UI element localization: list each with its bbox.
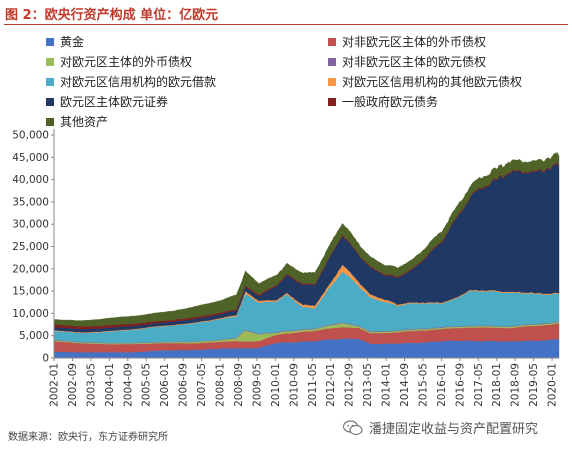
legend-swatch <box>328 57 336 66</box>
legend-swatch <box>328 37 336 46</box>
legend-item: 其他资产 <box>46 113 108 130</box>
legend-item: 对非欧元区主体的外币债权 <box>328 33 486 50</box>
legend-label: 对欧元区信用机构的欧元借款 <box>60 75 217 89</box>
x-tick-label: 2007-05 <box>196 363 208 407</box>
area-series <box>53 152 560 327</box>
legend-swatch <box>46 37 54 46</box>
x-tick-label: 2012-01 <box>325 363 337 407</box>
y-tick-label: 0 <box>42 353 49 365</box>
legend-swatch <box>46 117 54 126</box>
x-tick-label: 2006-01 <box>159 363 171 407</box>
legend-label: 对非欧元区主体的欧元债权 <box>342 55 487 69</box>
legend-swatch <box>328 77 336 86</box>
legend-item: 对欧元区主体的外币债权 <box>46 53 192 70</box>
legend-label: 一般政府欧元债务 <box>342 95 439 109</box>
x-tick-label: 2014-01 <box>381 363 393 407</box>
x-tick-label: 2016-01 <box>436 363 448 407</box>
legend-label: 对欧元区信用机构的其他欧元债权 <box>342 75 523 89</box>
legend-swatch <box>328 97 336 106</box>
legend-item: 对欧元区信用机构的其他欧元债权 <box>328 73 522 90</box>
y-tick-label: 25,000 <box>12 241 49 253</box>
x-tick-label: 2012-09 <box>344 363 356 407</box>
x-tick-label: 2017-05 <box>473 363 485 407</box>
legend-swatch <box>46 77 54 86</box>
legend-label: 其他资产 <box>60 115 109 129</box>
legend-swatch <box>46 57 54 66</box>
y-tick-label: 5,000 <box>19 330 49 342</box>
legend-label: 黄金 <box>60 35 85 49</box>
y-tick-label: 40,000 <box>12 174 49 186</box>
area-layers <box>53 152 560 359</box>
wechat-icon <box>342 419 363 436</box>
x-tick-label: 2008-01 <box>215 363 227 407</box>
y-tick-label: 15,000 <box>12 286 49 298</box>
x-tick-label: 2002-01 <box>49 363 61 407</box>
source-note: 数据来源：欧央行，东方证券研究所 <box>8 432 168 443</box>
legend-label: 欧元区主体欧元证券 <box>60 95 169 109</box>
y-tick-label: 45,000 <box>12 152 49 164</box>
x-tick-label: 2010-01 <box>270 363 282 407</box>
legend-label: 对非欧元区主体的外币债权 <box>342 35 487 49</box>
x-tick-label: 2019-05 <box>528 363 540 407</box>
x-tick-label: 2003-05 <box>85 363 97 407</box>
legend-item: 对非欧元区主体的欧元债权 <box>328 53 486 70</box>
title-divider <box>4 24 568 25</box>
watermark-text: 潘捷固定收益与资产配置研究 <box>369 422 539 437</box>
watermark: 潘捷固定收益与资产配置研究 <box>342 418 539 437</box>
x-tick-label: 2004-01 <box>104 363 116 407</box>
y-tick-label: 50,000 <box>12 130 49 142</box>
x-tick-label: 2015-05 <box>417 363 429 407</box>
y-tick-label: 20,000 <box>12 263 49 275</box>
x-tick-label: 2010-09 <box>288 363 300 407</box>
y-tick-label: 10,000 <box>12 308 49 320</box>
legend-swatch <box>46 97 54 106</box>
legend-item: 黄金 <box>46 33 84 50</box>
x-tick-label: 2009-05 <box>251 363 263 407</box>
y-tick-label: 35,000 <box>12 196 49 208</box>
x-tick-label: 2018-01 <box>491 363 503 407</box>
x-tick-label: 2005-05 <box>141 363 153 407</box>
page-title: 图 2：欧央行资产构成 单位：亿欧元 <box>5 8 219 23</box>
x-tick-label: 2002-09 <box>67 363 79 407</box>
x-tick-label: 2008-09 <box>233 363 245 407</box>
x-tick-label: 2013-05 <box>362 363 374 407</box>
stacked-area-chart: 0 5,000 10,000 15,000 20,000 25,000 30,000 35,0… <box>12 129 560 407</box>
x-tick-label: 2011-05 <box>307 363 319 407</box>
x-tick-label: 2016-09 <box>454 363 466 407</box>
y-tick-label: 30,000 <box>12 219 49 231</box>
legend-label: 对欧元区主体的外币债权 <box>60 55 193 69</box>
legend-item: 对欧元区信用机构的欧元借款 <box>46 73 216 90</box>
x-tick-label: 2020-01 <box>547 363 559 407</box>
legend-item: 欧元区主体欧元证券 <box>46 93 168 110</box>
x-tick-label: 2014-09 <box>399 363 411 407</box>
chart-axes: 0 5,000 10,000 15,000 20,000 25,000 30,000 35,0… <box>12 129 559 407</box>
x-tick-label: 2004-09 <box>122 363 134 407</box>
legend-item: 一般政府欧元债务 <box>328 93 438 110</box>
x-tick-label: 2006-09 <box>178 363 190 407</box>
x-tick-label: 2018-09 <box>510 363 522 407</box>
